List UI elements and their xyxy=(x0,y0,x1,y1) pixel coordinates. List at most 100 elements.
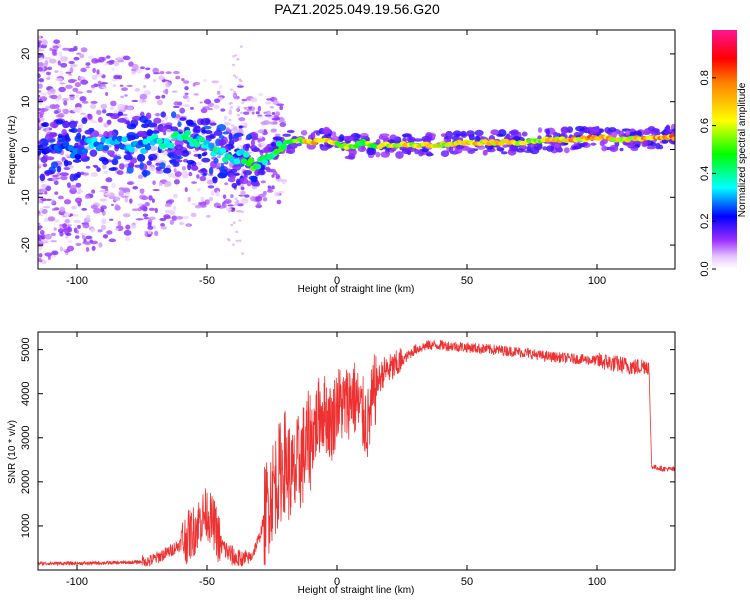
noise-speckle xyxy=(58,51,63,58)
snr-y-label: SNR (10 * v/v) xyxy=(7,420,18,484)
ridge-cell xyxy=(207,142,215,149)
x-tick-label: 50 xyxy=(461,576,473,588)
noise-speckle xyxy=(102,163,107,170)
colorbar-tick-label: 0.0 xyxy=(699,261,711,276)
noise-speckle xyxy=(234,203,238,207)
envelope-blob xyxy=(136,130,145,137)
noise-speckle xyxy=(225,127,230,133)
y-tick-label: 1000 xyxy=(20,514,32,538)
noise-speckle xyxy=(62,47,70,51)
noise-speckle xyxy=(181,165,186,171)
envelope-blob xyxy=(250,139,256,147)
spectrogram-x-label: Height of straight line (km) xyxy=(298,284,415,295)
noise-speckle xyxy=(130,224,137,229)
noise-speckle xyxy=(92,67,96,74)
noise-speckle xyxy=(199,175,207,182)
noise-speckle xyxy=(80,79,89,85)
noise-speckle xyxy=(38,78,45,83)
noise-speckle xyxy=(85,235,93,240)
noise-speckle xyxy=(59,206,66,213)
noise-speckle xyxy=(73,219,81,224)
noise-speckle xyxy=(54,191,59,195)
envelope-blob xyxy=(153,117,162,124)
noise-speckle xyxy=(41,239,49,244)
snr-x-ticks: -100 -50 0 50 100 xyxy=(66,332,606,588)
ridge-cell xyxy=(193,141,201,148)
noise-speckle xyxy=(175,215,184,220)
noise-speckle xyxy=(180,171,187,176)
envelope-blob xyxy=(203,151,208,156)
envelope-blob xyxy=(546,145,554,152)
noise-speckle xyxy=(114,228,119,231)
noise-speckle xyxy=(244,194,250,198)
noise-speckle xyxy=(182,104,190,107)
noise-speckle xyxy=(41,209,48,215)
noise-speckle xyxy=(231,243,235,246)
envelope-blob xyxy=(117,111,124,116)
y-tick-label: -10 xyxy=(20,189,32,205)
noise-speckle xyxy=(238,117,246,122)
noise-speckle xyxy=(90,84,96,88)
envelope-blob xyxy=(76,171,82,178)
envelope-blob xyxy=(589,126,600,135)
envelope-blob xyxy=(250,175,258,183)
noise-speckle xyxy=(240,184,244,187)
envelope-blob xyxy=(264,166,271,171)
colorbar-tick-label: 0.6 xyxy=(699,118,711,133)
noise-speckle xyxy=(233,90,237,94)
noise-speckle xyxy=(152,225,157,230)
noise-speckle xyxy=(241,98,248,102)
envelope-blob xyxy=(357,145,367,153)
noise-speckle xyxy=(38,73,41,79)
noise-speckle xyxy=(120,195,129,198)
noise-speckle xyxy=(158,182,163,186)
noise-speckle xyxy=(251,111,255,115)
noise-speckle xyxy=(60,175,68,181)
envelope-blob xyxy=(238,177,249,185)
envelope-blob xyxy=(110,113,120,120)
noise-speckle xyxy=(223,122,231,126)
noise-speckle xyxy=(164,184,169,188)
envelope-blob xyxy=(173,155,183,160)
noise-speckle xyxy=(105,92,109,97)
noise-speckle xyxy=(189,106,194,110)
envelope-blob xyxy=(64,120,69,128)
noise-speckle xyxy=(239,45,243,48)
envelope-blob xyxy=(68,120,78,129)
noise-speckle xyxy=(178,221,185,225)
noise-speckle xyxy=(257,115,264,119)
noise-speckle xyxy=(194,204,201,209)
envelope-blob xyxy=(630,147,639,152)
noise-speckle xyxy=(139,66,145,70)
noise-speckle xyxy=(93,207,101,214)
envelope-blob xyxy=(440,150,450,157)
noise-speckle xyxy=(240,210,244,214)
envelope-blob xyxy=(454,148,463,154)
colorbar-tick-label: 0.4 xyxy=(699,166,711,181)
envelope-blob xyxy=(145,112,152,120)
noise-speckle xyxy=(231,207,236,211)
noise-speckle xyxy=(67,239,73,244)
envelope-blob xyxy=(56,165,62,173)
envelope-blob xyxy=(322,126,331,135)
noise-speckle xyxy=(73,56,80,61)
envelope-blob xyxy=(508,130,519,135)
noise-speckle xyxy=(148,166,156,172)
noise-speckle xyxy=(233,95,240,100)
envelope-blob xyxy=(158,126,168,133)
noise-speckle xyxy=(206,214,211,218)
envelope-blob xyxy=(208,166,214,175)
envelope-blob xyxy=(378,135,384,140)
noise-speckle xyxy=(271,96,275,103)
y-tick-label: 5000 xyxy=(20,337,32,361)
noise-speckle xyxy=(147,221,152,227)
envelope-blob xyxy=(199,168,207,172)
noise-speckle xyxy=(90,228,96,233)
envelope-blob xyxy=(448,146,454,153)
noise-speckle xyxy=(208,196,214,202)
noise-speckle xyxy=(260,180,267,184)
envelope-blob xyxy=(61,128,68,136)
noise-speckle xyxy=(90,240,98,245)
noise-speckle xyxy=(127,106,133,110)
noise-speckle xyxy=(123,229,132,236)
